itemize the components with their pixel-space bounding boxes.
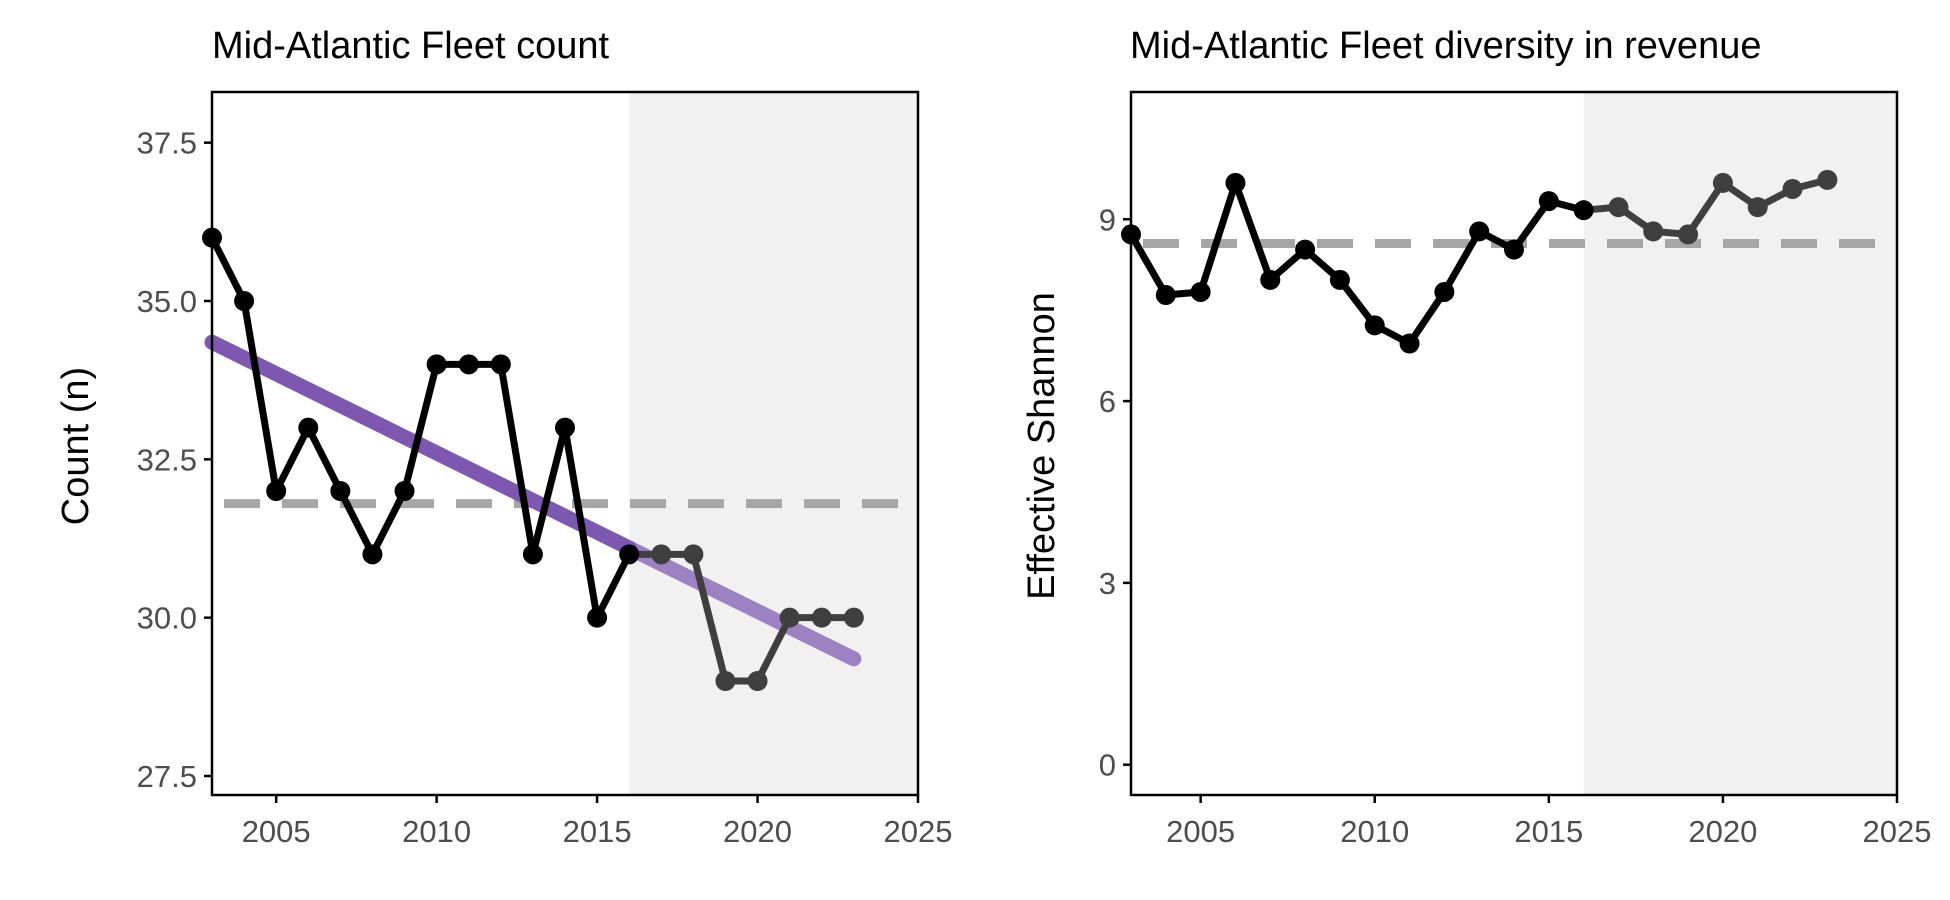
y-axis-label: Count (n) <box>55 367 97 525</box>
y-tick-label: 3 <box>1099 566 1116 601</box>
x-tick-label: 2010 <box>1340 814 1409 849</box>
x-tick-label: 2025 <box>884 814 953 849</box>
series-line <box>208 236 633 622</box>
plot-panel: 2005 2010 2015 2020 2025 27.5 30.0 32.5 35.0 37.5 <box>137 90 953 849</box>
data-point <box>522 544 543 565</box>
panel-border <box>1129 90 1899 797</box>
x-tick-label: 2020 <box>723 814 792 849</box>
y-tick-label: 37.5 <box>137 126 197 161</box>
series-line <box>1127 179 1585 348</box>
x-tick-label: 2010 <box>402 814 471 849</box>
data-point <box>1225 172 1246 193</box>
data-point <box>234 291 255 311</box>
data-point <box>362 544 383 565</box>
x-tick-label: 2020 <box>1688 814 1757 849</box>
y-tick-label: 35.0 <box>137 284 197 319</box>
trend-line <box>621 540 862 667</box>
data-point <box>555 417 575 438</box>
data-point <box>1504 239 1524 260</box>
data-point <box>651 544 672 565</box>
shaded-period <box>1583 92 1897 795</box>
data-point <box>683 544 704 565</box>
data-point <box>1434 281 1455 302</box>
data-point <box>1817 169 1838 190</box>
data-point <box>587 607 608 628</box>
trend-line <box>204 334 637 556</box>
data-point <box>1260 269 1281 290</box>
y-axis-label: Effective Shannon <box>1021 292 1063 600</box>
data-point <box>330 481 351 501</box>
data-point <box>490 354 511 375</box>
x-tick-label: 2015 <box>563 814 632 849</box>
data-point <box>1399 333 1420 354</box>
data-point <box>426 354 447 375</box>
panel-border <box>210 90 920 797</box>
data-point <box>458 354 479 375</box>
y-tick-label: 0 <box>1099 748 1116 783</box>
chart-title: Mid-Atlantic Fleet diversity in revenue <box>1130 25 1761 67</box>
data-point <box>266 481 287 501</box>
y-tick-label: 9 <box>1099 202 1116 237</box>
y-tick-label: 27.5 <box>137 759 197 794</box>
shaded-period <box>629 92 918 795</box>
data-point <box>843 607 864 628</box>
data-point <box>619 544 640 565</box>
data-point <box>1608 197 1629 218</box>
data-point <box>747 671 768 691</box>
data-point <box>298 417 319 438</box>
data-point <box>1364 315 1385 336</box>
data-point <box>1190 281 1211 302</box>
data-point <box>1295 239 1316 260</box>
data-point <box>1643 221 1664 242</box>
data-point <box>1329 269 1350 290</box>
data-point <box>1469 221 1490 242</box>
x-tick-label: 2025 <box>1863 814 1932 849</box>
data-point <box>1782 178 1803 199</box>
data-point <box>1573 200 1594 221</box>
data-point <box>394 481 415 501</box>
y-tick-label: 6 <box>1099 384 1116 419</box>
plot-panel: 2005 2010 2015 2020 2025 0 3 6 9 <box>1099 90 1932 849</box>
data-point <box>1712 172 1733 193</box>
data-point <box>715 671 736 691</box>
x-tick-label: 2005 <box>242 814 311 849</box>
data-point <box>1678 224 1699 245</box>
data-point <box>811 607 832 628</box>
data-point <box>1538 191 1559 212</box>
data-point <box>1155 285 1176 306</box>
y-tick-label: 32.5 <box>137 442 197 477</box>
y-tick-label: 30.0 <box>137 601 197 636</box>
data-point <box>779 607 800 628</box>
x-tick-label: 2015 <box>1514 814 1583 849</box>
x-tick-label: 2005 <box>1166 814 1235 849</box>
data-point <box>1747 197 1768 218</box>
chart-title: Mid-Atlantic Fleet count <box>212 25 609 67</box>
